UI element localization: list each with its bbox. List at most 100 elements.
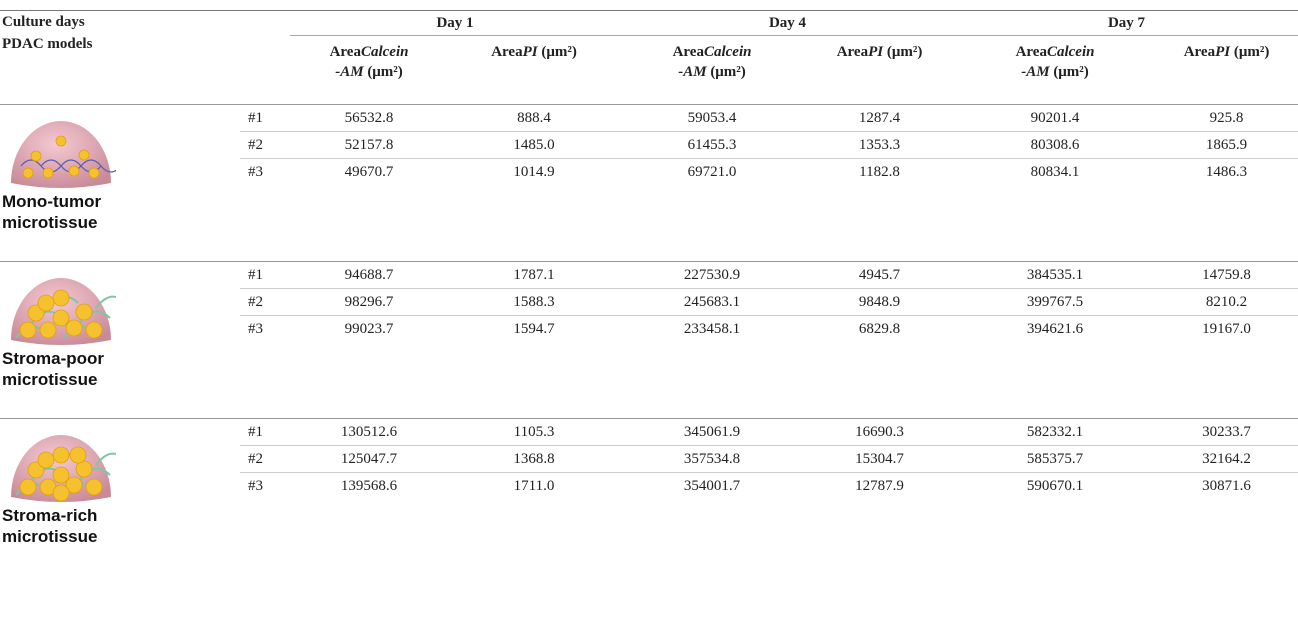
replicate-id: #1	[240, 262, 290, 289]
column-header: AreaPI (μm²)	[1155, 36, 1298, 105]
unit-text: (μm²)	[541, 44, 577, 60]
value-cell: 80834.1	[955, 159, 1155, 186]
value-cell: 130512.6	[290, 419, 448, 446]
value-cell: 1014.9	[448, 159, 620, 186]
unit-text: (μm²)	[367, 64, 403, 80]
value-cell: 90201.4	[955, 105, 1155, 132]
value-cell: 233458.1	[620, 316, 804, 343]
value-cell: 1287.4	[804, 105, 955, 132]
area-text: Area	[330, 44, 361, 60]
value-cell: 1865.9	[1155, 132, 1298, 159]
replicate-id: #1	[240, 419, 290, 446]
replicate-id: #1	[240, 105, 290, 132]
value-cell: 384535.1	[955, 262, 1155, 289]
area-text: Area	[1016, 44, 1047, 60]
column-header: AreaPI (μm²)	[804, 36, 955, 105]
area-text: Area	[837, 44, 868, 60]
value-cell: 61455.3	[620, 132, 804, 159]
value-cell: 6829.8	[804, 316, 955, 343]
value-cell: 139568.6	[290, 473, 448, 500]
value-cell: 98296.7	[290, 289, 448, 316]
value-cell: 52157.8	[290, 132, 448, 159]
value-cell: 59053.4	[620, 105, 804, 132]
marker-text: -AM	[335, 64, 363, 80]
replicate-id: #3	[240, 159, 290, 186]
corner-text: Culture days	[2, 14, 85, 30]
value-cell: 354001.7	[620, 473, 804, 500]
value-cell: 16690.3	[804, 419, 955, 446]
value-cell: 1711.0	[448, 473, 620, 500]
value-cell: 1368.8	[448, 446, 620, 473]
value-cell: 227530.9	[620, 262, 804, 289]
microtissue-illustration	[6, 425, 116, 505]
model-name: microtissue	[2, 212, 240, 233]
value-cell: 4945.7	[804, 262, 955, 289]
value-cell: 80308.6	[955, 132, 1155, 159]
column-header: AreaCalcein -AM (μm²)	[290, 36, 448, 105]
value-cell: 394621.6	[955, 316, 1155, 343]
day-header: Day 4	[620, 11, 955, 36]
value-cell: 69721.0	[620, 159, 804, 186]
value-cell: 99023.7	[290, 316, 448, 343]
day-header: Day 1	[290, 11, 620, 36]
unit-text: (μm²)	[710, 64, 746, 80]
corner-text: PDAC models	[2, 36, 92, 52]
model-name: microtissue	[2, 526, 240, 547]
marker-text: PI	[1215, 44, 1230, 60]
value-cell: 1485.0	[448, 132, 620, 159]
replicate-id: #3	[240, 316, 290, 343]
value-cell: 30233.7	[1155, 419, 1298, 446]
value-cell: 12787.9	[804, 473, 955, 500]
value-cell: 1105.3	[448, 419, 620, 446]
value-cell: 14759.8	[1155, 262, 1298, 289]
model-name: microtissue	[2, 369, 240, 390]
model-name: Stroma-rich	[2, 505, 240, 526]
value-cell: 399767.5	[955, 289, 1155, 316]
value-cell: 245683.1	[620, 289, 804, 316]
replicate-id: #2	[240, 132, 290, 159]
value-cell: 1588.3	[448, 289, 620, 316]
marker-text: Calcein	[361, 44, 409, 60]
value-cell: 1594.7	[448, 316, 620, 343]
area-text: Area	[673, 44, 704, 60]
value-cell: 56532.8	[290, 105, 448, 132]
column-header: AreaCalcein -AM (μm²)	[620, 36, 804, 105]
marker-text: -AM	[1021, 64, 1049, 80]
microtissue-illustration	[6, 111, 116, 191]
area-text: Area	[1184, 44, 1215, 60]
value-cell: 925.8	[1155, 105, 1298, 132]
marker-text: Calcein	[1047, 44, 1095, 60]
value-cell: 1182.8	[804, 159, 955, 186]
marker-text: Calcein	[704, 44, 752, 60]
value-cell: 15304.7	[804, 446, 955, 473]
marker-text: -AM	[678, 64, 706, 80]
value-cell: 94688.7	[290, 262, 448, 289]
area-text: Area	[491, 44, 522, 60]
value-cell: 345061.9	[620, 419, 804, 446]
column-header: AreaCalcein-AM (μm²)	[955, 36, 1155, 105]
value-cell: 19167.0	[1155, 316, 1298, 343]
unit-text: (μm²)	[887, 44, 923, 60]
value-cell: 1787.1	[448, 262, 620, 289]
value-cell: 9848.9	[804, 289, 955, 316]
value-cell: 32164.2	[1155, 446, 1298, 473]
value-cell: 1353.3	[804, 132, 955, 159]
replicate-id: #2	[240, 289, 290, 316]
value-cell: 357534.8	[620, 446, 804, 473]
value-cell: 30871.6	[1155, 473, 1298, 500]
microtissue-illustration	[6, 268, 116, 348]
model-name: Stroma-poor	[2, 348, 240, 369]
value-cell: 125047.7	[290, 446, 448, 473]
corner-header: Culture days PDAC models	[0, 11, 290, 105]
value-cell: 888.4	[448, 105, 620, 132]
value-cell: 49670.7	[290, 159, 448, 186]
model-name: Mono-tumor	[2, 191, 240, 212]
